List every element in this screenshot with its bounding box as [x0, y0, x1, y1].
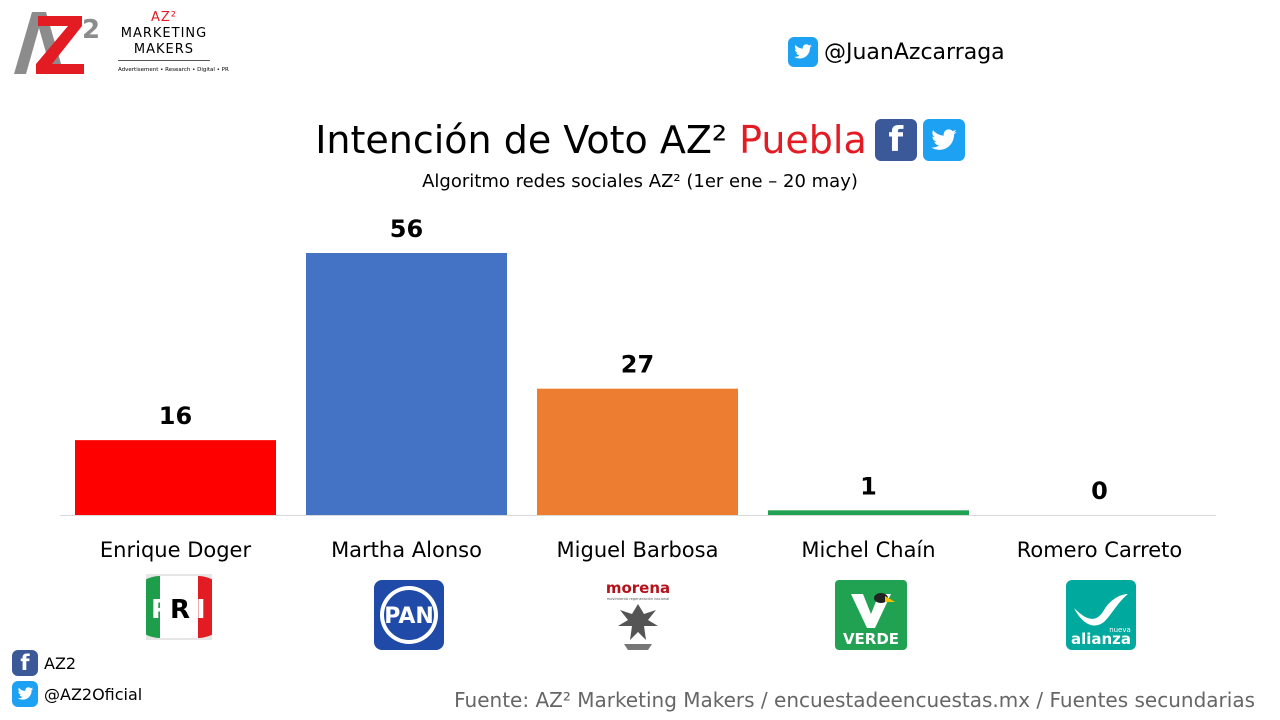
- svg-text:movimiento regeneración nacion: movimiento regeneración nacional: [607, 597, 670, 601]
- facebook-icon: f: [874, 119, 917, 161]
- morena-logo: morena movimiento regeneración nacional: [602, 578, 674, 652]
- title-main: Intención de Voto AZ²: [315, 118, 728, 162]
- facebook-icon: f: [12, 650, 38, 676]
- twitter-icon: [922, 119, 965, 161]
- verde-logo: VERDE: [835, 580, 907, 650]
- category-label-2: Miguel Barbosa: [557, 538, 719, 562]
- az2-logo-mark: 2: [14, 12, 100, 74]
- svg-text:R: R: [170, 595, 190, 625]
- pri-logo: P R I: [129, 574, 229, 640]
- category-label-3: Michel Chaín: [801, 538, 935, 562]
- az2-logo: 2 AZ² MARKETING MAKERS Advertisement • R…: [12, 8, 229, 80]
- data-label-4: 0: [1091, 477, 1108, 505]
- svg-text:alianza: alianza: [1071, 630, 1131, 648]
- bar-2: [537, 388, 738, 515]
- svg-text:2: 2: [82, 15, 100, 45]
- facebook-text: AZ2: [44, 653, 77, 673]
- brand-top: AZ²: [150, 10, 177, 25]
- title-highlight: Puebla: [739, 118, 867, 162]
- data-label-3: 1: [860, 472, 877, 500]
- twitter-handle-text: @JuanAzcarraga: [824, 39, 1005, 65]
- data-label-1: 56: [390, 215, 423, 243]
- facebook-link[interactable]: f AZ2: [12, 650, 76, 676]
- bar-1: [306, 253, 507, 515]
- category-label-0: Enrique Doger: [100, 538, 252, 562]
- svg-text:VERDE: VERDE: [843, 630, 899, 648]
- twitter-text: @AZ2Oficial: [44, 684, 143, 704]
- category-label-4: Romero Carreto: [1017, 538, 1183, 562]
- brand-text: AZ² MARKETING MAKERS Advertisement • Res…: [118, 10, 229, 78]
- chart-subtitle: Algoritmo redes sociales AZ² (1er ene – …: [422, 171, 858, 192]
- svg-text:PAN: PAN: [384, 604, 434, 629]
- svg-text:morena: morena: [606, 579, 670, 597]
- svg-text:P: P: [151, 595, 170, 625]
- category-label-1: Martha Alonso: [331, 538, 482, 562]
- brand-tagline: Advertisement • Research • Digital • PR: [118, 60, 229, 78]
- twitter-link[interactable]: @AZ2Oficial: [12, 681, 142, 707]
- twitter-icon: [12, 681, 38, 707]
- bar-3: [768, 510, 969, 515]
- nueva-alianza-logo: nueva alianza: [1066, 580, 1136, 650]
- twitter-handle-top[interactable]: @JuanAzcarraga: [788, 36, 1005, 68]
- pan-logo: PAN: [374, 580, 444, 650]
- svg-text:I: I: [196, 595, 206, 625]
- data-label-2: 27: [621, 351, 654, 379]
- brand-line2: MAKERS: [133, 42, 195, 57]
- brand-line1: MARKETING: [120, 26, 208, 41]
- svg-text:nueva: nueva: [1109, 626, 1131, 634]
- twitter-icon: [788, 37, 818, 67]
- bar-0: [75, 440, 276, 515]
- data-label-0: 16: [159, 402, 192, 430]
- source-note: Fuente: AZ² Marketing Makers / encuestad…: [454, 688, 1255, 712]
- chart-title: Intención de Voto AZ² Puebla f: [0, 114, 1280, 166]
